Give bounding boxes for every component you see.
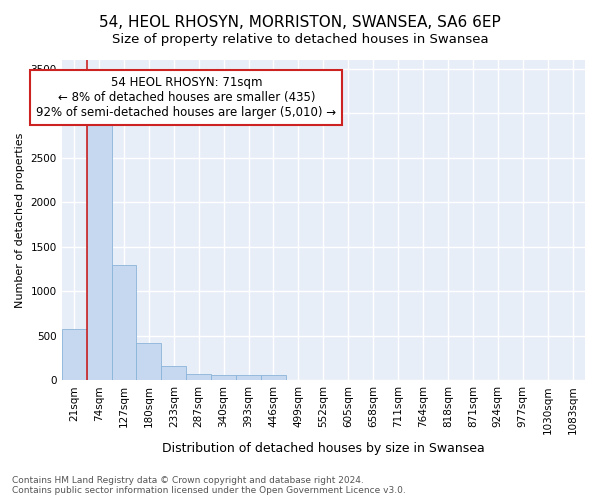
Bar — [62, 330, 86, 380]
X-axis label: Distribution of detached houses by size in Swansea: Distribution of detached houses by size … — [162, 442, 485, 455]
Text: 54, HEOL RHOSYN, MORRISTON, SWANSEA, SA6 6EP: 54, HEOL RHOSYN, MORRISTON, SWANSEA, SA6… — [99, 15, 501, 30]
Text: Contains HM Land Registry data © Crown copyright and database right 2024.
Contai: Contains HM Land Registry data © Crown c… — [12, 476, 406, 495]
Bar — [261, 376, 286, 380]
Bar — [86, 120, 112, 380]
Bar — [211, 376, 236, 380]
Text: 54 HEOL RHOSYN: 71sqm
← 8% of detached houses are smaller (435)
92% of semi-deta: 54 HEOL RHOSYN: 71sqm ← 8% of detached h… — [36, 76, 337, 119]
Text: Size of property relative to detached houses in Swansea: Size of property relative to detached ho… — [112, 32, 488, 46]
Bar — [161, 366, 186, 380]
Y-axis label: Number of detached properties: Number of detached properties — [15, 132, 25, 308]
Bar — [136, 344, 161, 380]
Bar — [112, 264, 136, 380]
Bar — [236, 376, 261, 380]
Bar — [186, 374, 211, 380]
